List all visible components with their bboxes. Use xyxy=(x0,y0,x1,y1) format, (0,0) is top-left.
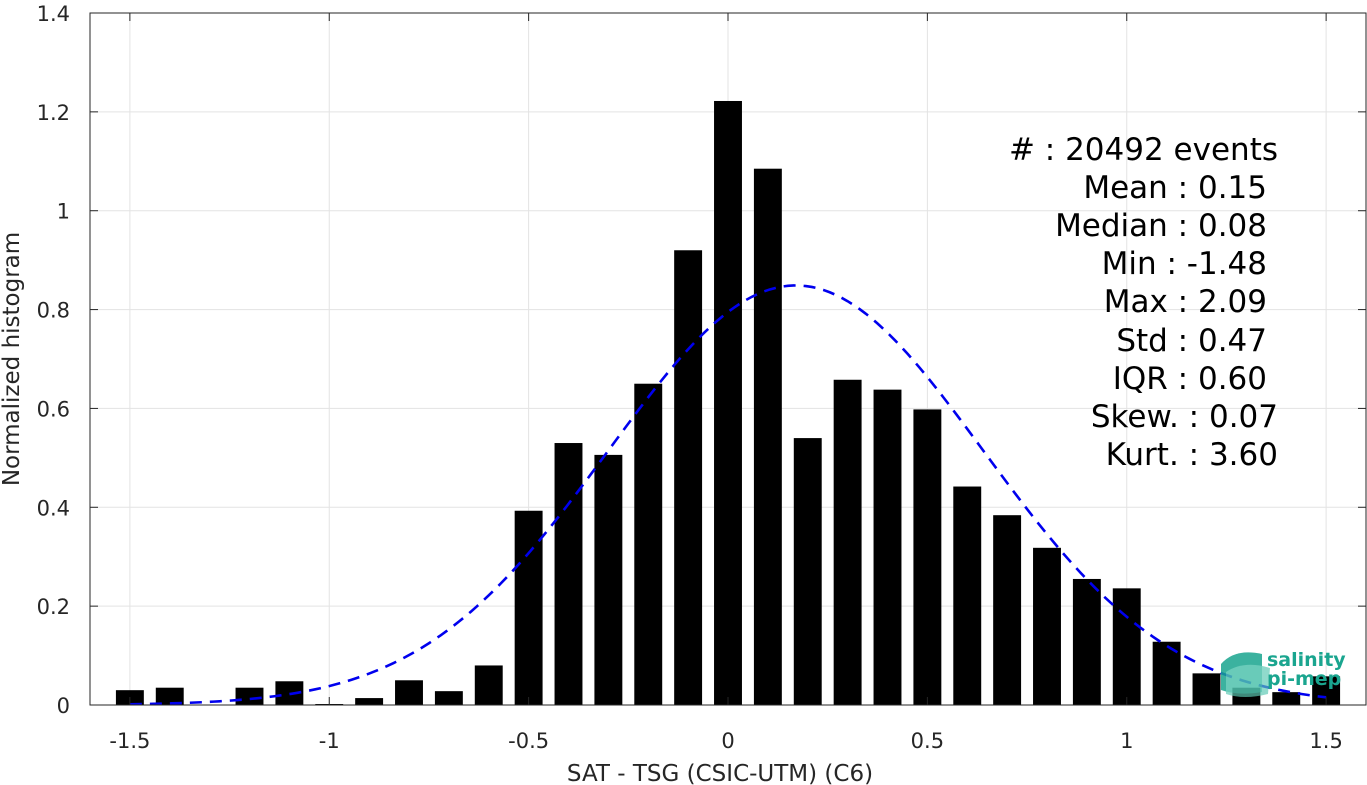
histogram-bar xyxy=(833,379,862,705)
stats-median: Median : 0.08 xyxy=(1055,208,1267,244)
histogram-bar xyxy=(1033,547,1061,705)
histogram-bar xyxy=(1072,578,1101,705)
x-tick-label: -1 xyxy=(319,729,340,753)
x-tick-label: 0 xyxy=(721,729,734,753)
y-tick-labels: 0 0.2 0.4 0.6 0.8 1 1.2 1.4 xyxy=(37,2,1366,718)
x-tick-label: 1.5 xyxy=(1309,729,1342,753)
histogram-bar xyxy=(554,443,583,705)
wave-logo-icon xyxy=(1221,652,1270,697)
histogram-bar xyxy=(155,687,184,705)
stats-min: Min : -1.48 xyxy=(1102,246,1267,282)
stats-kurt: Kurt. : 3.60 xyxy=(1106,437,1278,473)
histogram-bar xyxy=(873,389,902,705)
logo-line1: salinity xyxy=(1267,649,1346,671)
x-axis-label: SAT - TSG (CSIC-UTM) (C6) xyxy=(567,761,873,785)
histogram-bar xyxy=(714,100,742,706)
y-tick-label: 0.8 xyxy=(37,299,70,323)
histogram-bar xyxy=(674,250,703,705)
histogram-bar xyxy=(395,680,423,705)
x-tick-labels: -1.5 -1 -0.5 0 0.5 1 1.5 xyxy=(109,13,1343,753)
y-tick-label: 0.4 xyxy=(37,496,70,520)
salinity-pimep-logo: salinity pi-mep xyxy=(1221,649,1346,697)
x-tick-label: -0.5 xyxy=(508,729,549,753)
histogram-bar xyxy=(634,383,663,705)
histogram-bar xyxy=(753,168,782,705)
y-tick-label: 1 xyxy=(57,200,70,224)
histogram-bar xyxy=(953,486,982,705)
stats-mean: Mean : 0.15 xyxy=(1083,170,1267,206)
histogram-bar xyxy=(474,665,503,705)
y-tick-label: 0.6 xyxy=(37,397,70,421)
histogram-bars xyxy=(115,100,1341,706)
normal-fit-curve xyxy=(129,284,1327,706)
histogram-bar xyxy=(1192,673,1221,705)
stats-events: # : 20492 events xyxy=(1009,132,1278,168)
histogram-bar xyxy=(993,515,1022,705)
y-tick-label: 1.4 xyxy=(37,2,70,26)
histogram-bar xyxy=(355,698,384,705)
y-tick-label: 0.2 xyxy=(37,595,70,619)
stats-box: # : 20492 events Mean : 0.15 Median : 0.… xyxy=(1009,132,1278,473)
histogram-bar xyxy=(1112,588,1141,705)
y-tick-label: 1.2 xyxy=(37,101,70,125)
x-tick-label: 1 xyxy=(1120,729,1133,753)
y-tick-label: 0 xyxy=(57,694,70,718)
logo-line2: pi-mep xyxy=(1267,668,1341,690)
histogram-bar xyxy=(793,438,822,705)
histogram-bar xyxy=(594,454,623,705)
stats-std: Std : 0.47 xyxy=(1116,323,1267,359)
x-tick-label: -1.5 xyxy=(109,729,150,753)
histogram-bar xyxy=(434,691,463,705)
histogram-bar xyxy=(913,409,942,705)
stats-iqr: IQR : 0.60 xyxy=(1113,361,1267,397)
histogram-bar xyxy=(235,687,264,705)
stats-max: Max : 2.09 xyxy=(1104,284,1267,320)
x-tick-label: 0.5 xyxy=(911,729,944,753)
stats-skew: Skew. : 0.07 xyxy=(1091,399,1278,435)
histogram-bar xyxy=(514,510,543,705)
y-axis-label: Normalized histogram xyxy=(0,232,25,486)
histogram-bar xyxy=(1272,692,1301,705)
